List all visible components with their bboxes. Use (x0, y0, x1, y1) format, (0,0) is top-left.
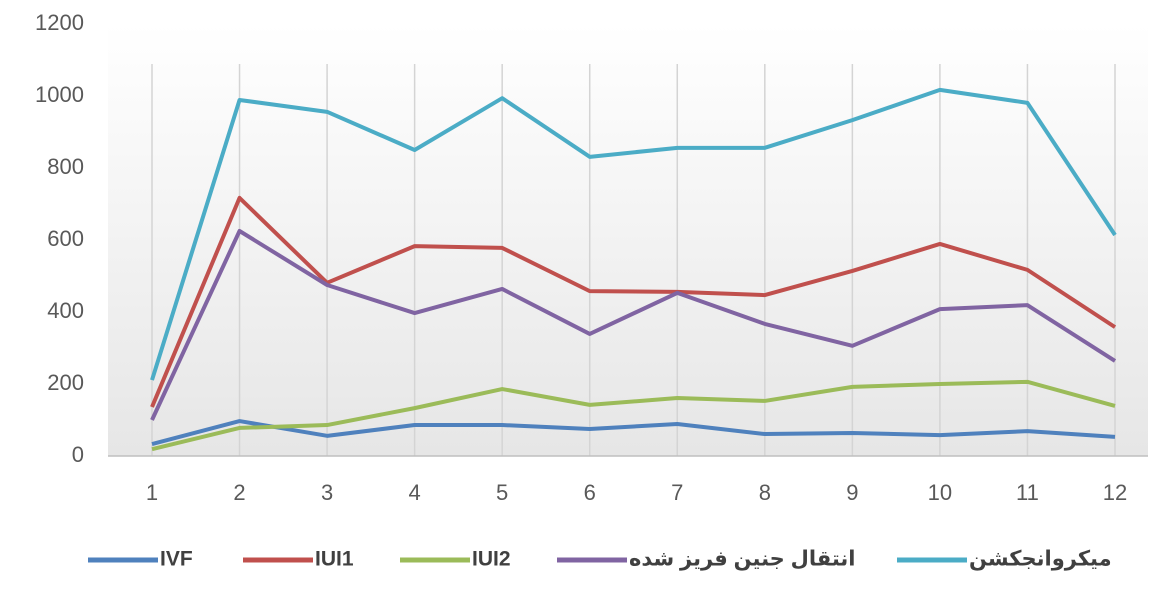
x-tick-label: 3 (321, 480, 333, 505)
x-tick-label: 8 (759, 480, 771, 505)
legend-label: انتقال جنین فریز شده (629, 548, 856, 571)
x-tick-label: 2 (233, 480, 245, 505)
legend-label: IUI2 (472, 548, 511, 571)
y-tick-label: 1200 (35, 10, 84, 35)
x-tick-label: 12 (1103, 480, 1127, 505)
x-tick-label: 5 (496, 480, 508, 505)
legend-label: میکروانجکشن (969, 548, 1112, 571)
x-tick-label: 7 (671, 480, 683, 505)
x-tick-label: 11 (1016, 480, 1039, 505)
x-tick-label: 1 (146, 480, 158, 505)
y-tick-label: 400 (47, 298, 84, 323)
series-line (151, 419, 1116, 447)
legend-label: IVF (160, 548, 193, 571)
x-tick-label: 6 (584, 480, 596, 505)
legend-label: IUI1 (315, 548, 354, 571)
series-line (151, 379, 1116, 452)
y-tick-label: 800 (47, 154, 84, 179)
series-line (150, 229, 1117, 421)
y-tick-label: 600 (47, 226, 84, 251)
y-tick-label: 200 (47, 370, 84, 395)
series-line (150, 87, 1117, 381)
series-line (150, 195, 1117, 408)
x-tick-label: 10 (928, 480, 952, 505)
x-tick-label: 4 (409, 480, 421, 505)
y-tick-label: 0 (72, 442, 84, 467)
y-tick-label: 1000 (35, 82, 84, 107)
x-tick-label: 9 (846, 480, 858, 505)
plot-background (108, 24, 1148, 456)
